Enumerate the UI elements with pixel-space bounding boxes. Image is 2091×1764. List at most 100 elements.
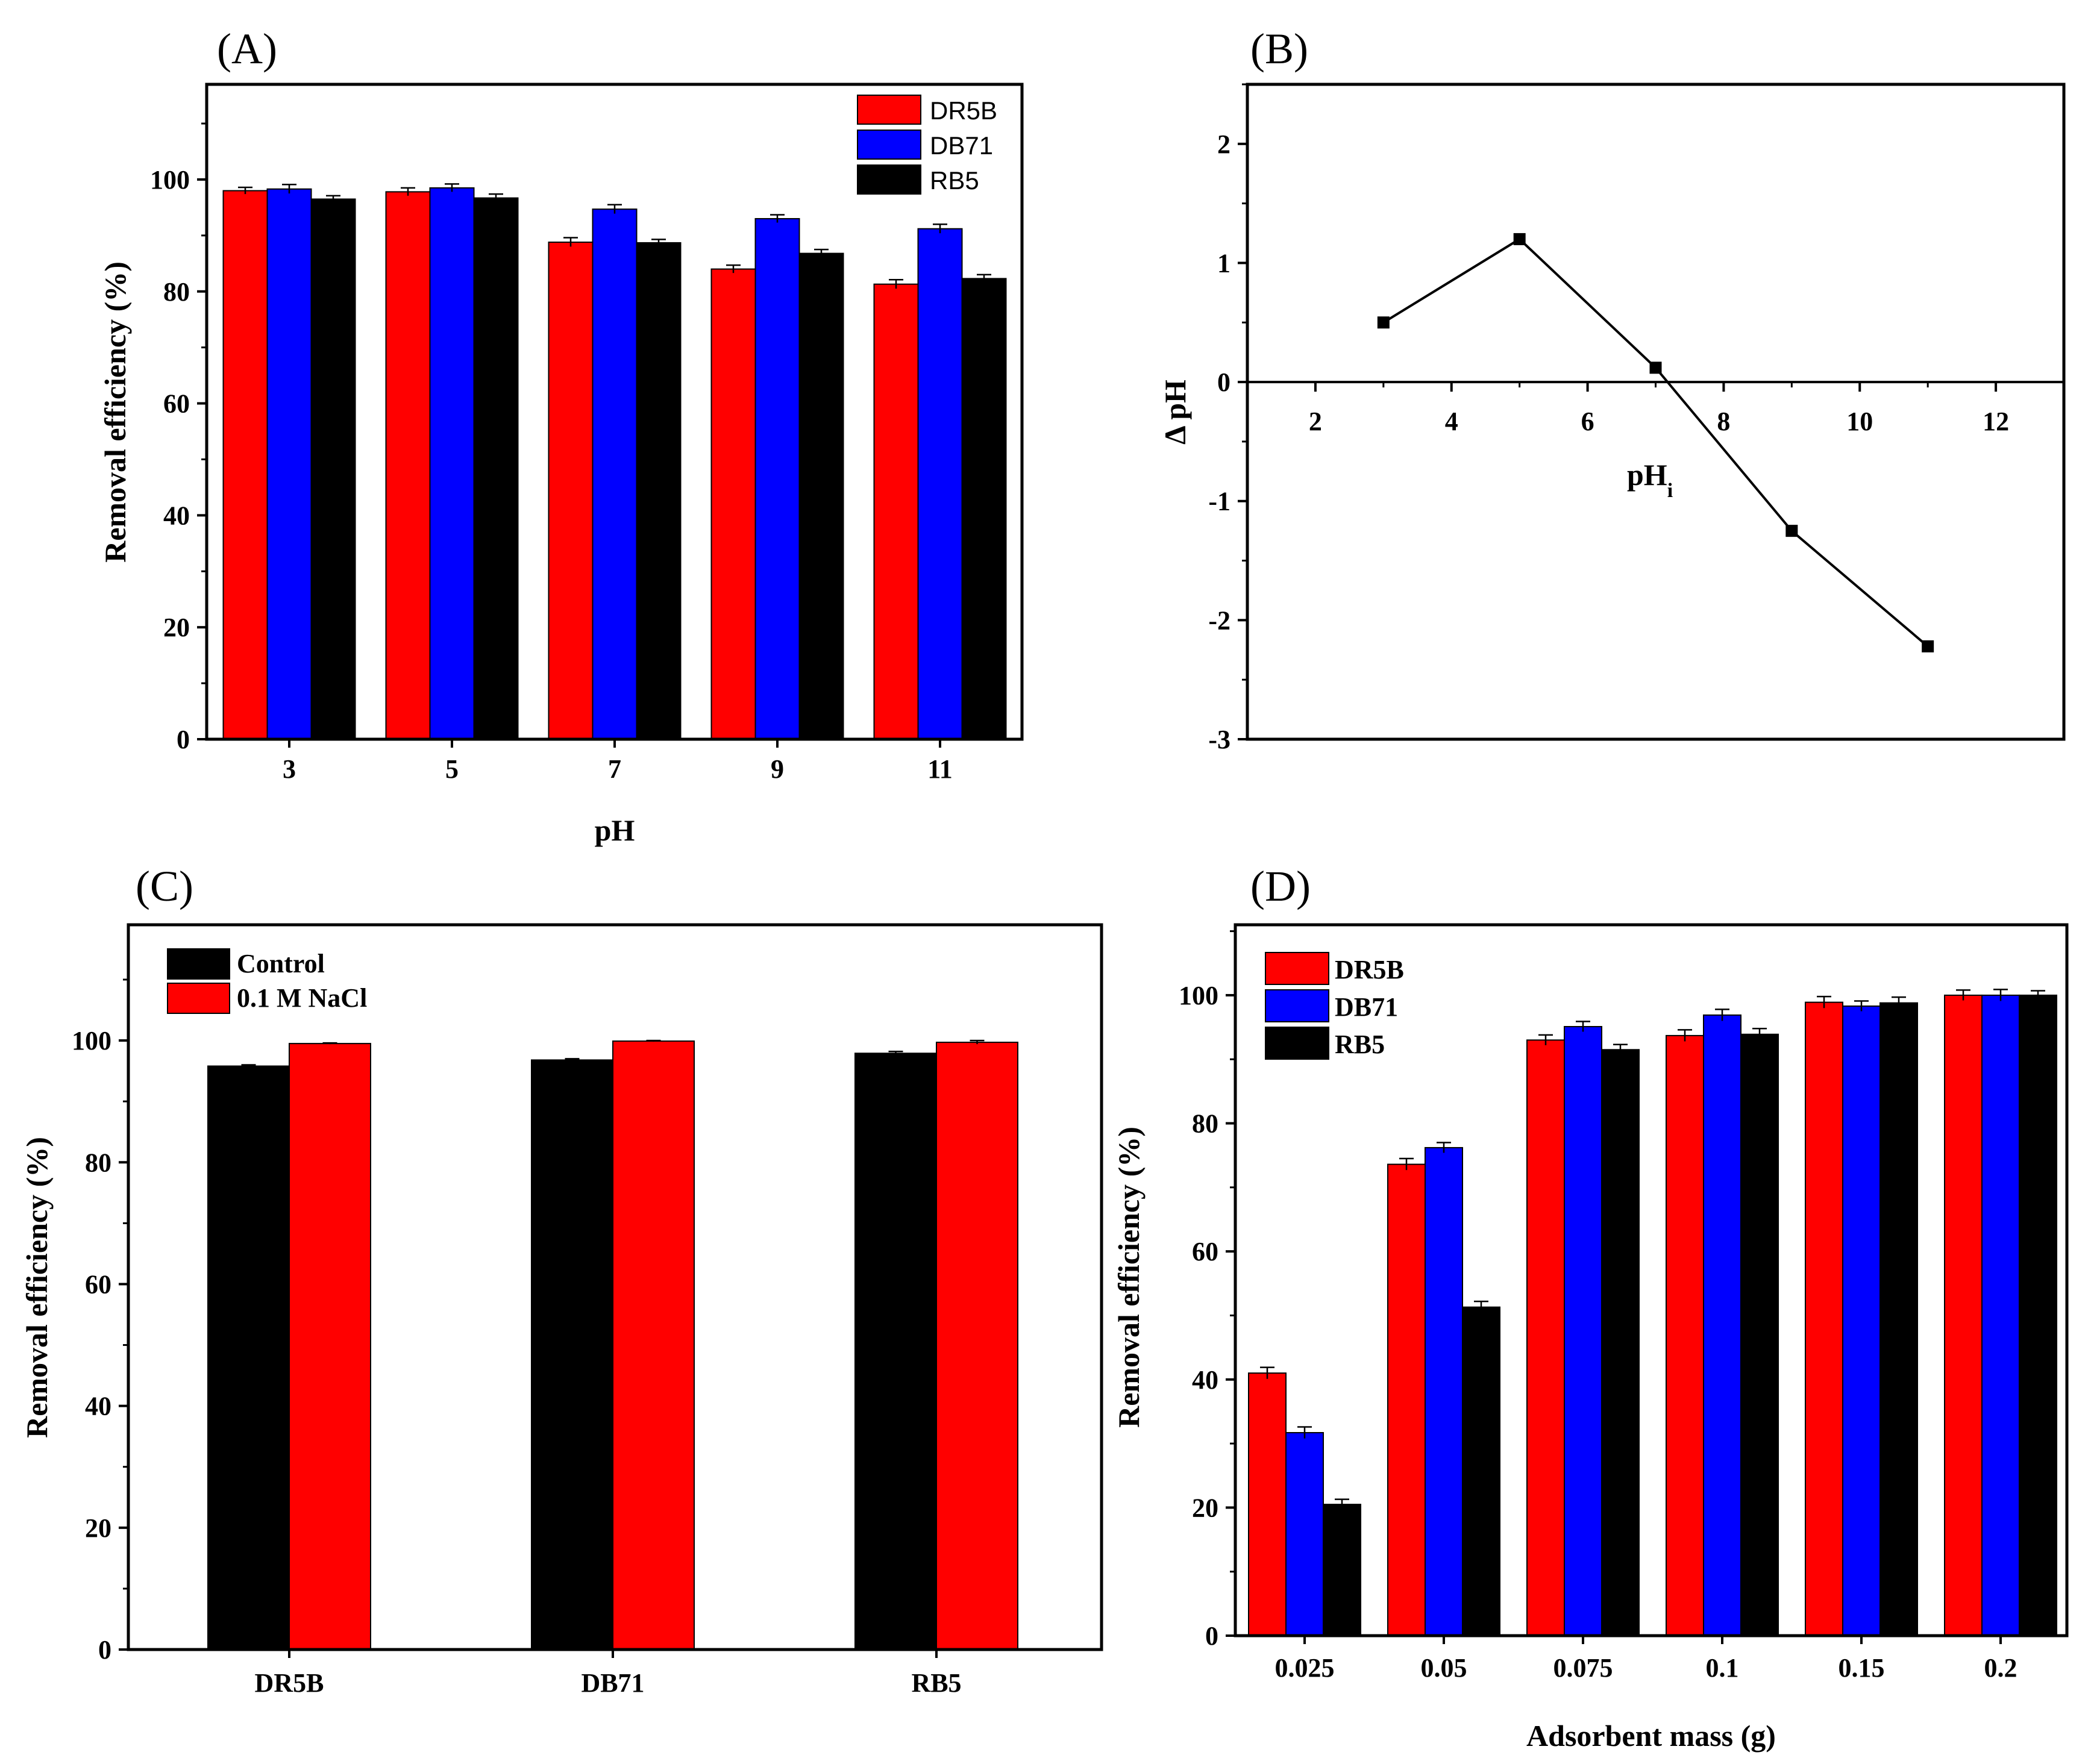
error-bar-control-db71: [565, 1058, 580, 1062]
legend-swatch-nacl: [167, 983, 230, 1014]
panel-c-bars: [207, 1039, 1018, 1650]
error-bar-db71-5: [445, 183, 459, 192]
error-bar-dr5b-3: [238, 186, 252, 195]
panel-d-y-tick-labels: 0 20 40 60 80 100: [1179, 930, 1235, 1651]
bar-dr5b-0-025: [1248, 1372, 1287, 1636]
y-tick-label: 60: [1192, 1237, 1218, 1266]
error-bar-db71-0-2: [1993, 989, 2008, 1001]
panel-a-bars: [222, 183, 1007, 740]
bar-db71-0-2: [1981, 994, 2020, 1636]
error-bar-rb5-0-2: [2031, 990, 2045, 1000]
error-bar-rb5-0-025: [1335, 1498, 1349, 1510]
bar-rb5-11: [961, 278, 1007, 740]
legend-label-db71: DB71: [1335, 992, 1398, 1022]
bar-0-1-m-nacl-db71: [612, 1040, 695, 1650]
y-tick-label: 40: [163, 501, 190, 530]
x-tick-label: 0.1: [1706, 1653, 1739, 1683]
error-bar-dr5b-0-05: [1399, 1157, 1414, 1171]
panel-a-x-axis-title: pH: [595, 813, 635, 847]
panel-b-x-axis-title-subscript: i: [1667, 480, 1673, 502]
panel-d-bars: [1248, 989, 2057, 1637]
error-bar-rb5-0-15: [1892, 996, 1906, 1009]
error-bar-rb5-9: [814, 248, 829, 258]
legend-swatch-db71: [1265, 989, 1329, 1022]
error-bar-db71-0-075: [1576, 1021, 1590, 1032]
bar-control-rb5: [854, 1052, 937, 1650]
bar-rb5-0-075: [1601, 1049, 1640, 1636]
bar-db71-5: [429, 187, 475, 740]
error-bar-rb5-3: [326, 195, 340, 203]
data-point-ph-3: [1377, 316, 1390, 329]
y-tick-label: 20: [85, 1513, 111, 1543]
y-tick-label: -2: [1208, 605, 1230, 635]
bar-db71-0-025: [1285, 1432, 1324, 1637]
x-tick-label: 2: [1309, 407, 1322, 436]
data-point-ph-9: [1785, 525, 1798, 537]
error-bar-db71-11: [933, 224, 947, 234]
y-tick-label: 100: [72, 1026, 111, 1056]
y-tick-label: 20: [1192, 1493, 1218, 1522]
panel-d-legend: DR5B DB71 RB5: [1265, 952, 1404, 1060]
legend-label-dr5b: DR5B: [930, 96, 997, 125]
error-bar-dr5b-0-1: [1678, 1029, 1692, 1042]
error-bar-rb5-5: [489, 193, 503, 202]
error-bar-rb5-11: [977, 274, 991, 283]
error-bar-0-1-m-nacl-dr5b: [322, 1042, 337, 1045]
panel-d-y-axis-title: Removal efficiency (%): [1112, 1127, 1146, 1428]
error-bar-dr5b-0-15: [1817, 995, 1831, 1009]
bar-db71-9: [754, 217, 800, 740]
bar-dr5b-7: [548, 241, 594, 740]
bar-dr5b-9: [710, 268, 756, 740]
x-tick-label: 9: [771, 754, 784, 784]
y-tick-label: 0: [98, 1635, 111, 1665]
y-tick-label: 60: [85, 1269, 111, 1299]
panel-c-x-tick-labels: DR5B DB71 RB5: [255, 1650, 962, 1698]
panel-d-label: (D): [1250, 862, 1311, 910]
panel-c-y-tick-labels: 0 20 40 60 80 100: [72, 978, 128, 1665]
panel-c-label: (C): [136, 862, 193, 910]
bar-rb5-0-025: [1323, 1504, 1361, 1636]
bar-control-dr5b: [207, 1065, 290, 1650]
bar-dr5b-5: [385, 191, 431, 740]
y-tick-label: 0: [1205, 1621, 1218, 1651]
bar-db71-0-15: [1842, 1006, 1881, 1636]
bar-db71-0-05: [1425, 1146, 1463, 1636]
error-bar-rb5-0-075: [1613, 1043, 1628, 1055]
panel-b-x-tick-labels: 2 4 6 8 10 12: [1246, 382, 2065, 436]
bar-db71-0-075: [1564, 1026, 1602, 1636]
bar-db71-7: [592, 208, 638, 740]
legend-label-db71: DB71: [930, 131, 993, 160]
bar-rb5-0-05: [1462, 1306, 1500, 1637]
legend-swatch-rb5: [857, 164, 921, 195]
error-bar-dr5b-7: [563, 237, 578, 247]
bar-dr5b-0-1: [1666, 1034, 1704, 1636]
error-bar-db71-0-05: [1437, 1142, 1451, 1153]
x-tick-label: 0.15: [1839, 1653, 1885, 1683]
error-bar-db71-7: [607, 204, 622, 214]
y-tick-label: 40: [85, 1392, 111, 1421]
x-tick-label: DB71: [581, 1668, 644, 1698]
panel-a-x-tick-labels: 3 5 7 9 11: [283, 739, 953, 784]
error-bar-dr5b-0-025: [1260, 1366, 1274, 1379]
legend-label-rb5: RB5: [1335, 1030, 1385, 1059]
bar-rb5-0-15: [1879, 1002, 1918, 1636]
panel-b-label: (B): [1250, 25, 1308, 73]
error-bar-db71-0-15: [1854, 1000, 1869, 1012]
bar-db71-3: [266, 188, 312, 740]
y-tick-label: 0: [1217, 367, 1230, 397]
y-tick-label: 0: [177, 725, 190, 754]
x-tick-label: 6: [1581, 407, 1594, 436]
panel-b-plot-frame: [1246, 83, 2066, 741]
y-tick-label: 100: [150, 165, 190, 195]
legend-swatch-db71: [857, 130, 921, 160]
bar-dr5b-11: [873, 283, 919, 740]
panel-a-label: (A): [217, 25, 277, 73]
panel-b-line: [1377, 233, 1934, 652]
error-bar-control-rb5: [888, 1051, 903, 1056]
bar-rb5-0-1: [1740, 1033, 1779, 1636]
legend-label-control: Control: [237, 949, 325, 978]
legend-label-nacl: 0.1 M NaCl: [237, 983, 367, 1013]
delta-ph-line: [1382, 237, 1929, 648]
error-bar-dr5b-0-075: [1538, 1034, 1553, 1045]
